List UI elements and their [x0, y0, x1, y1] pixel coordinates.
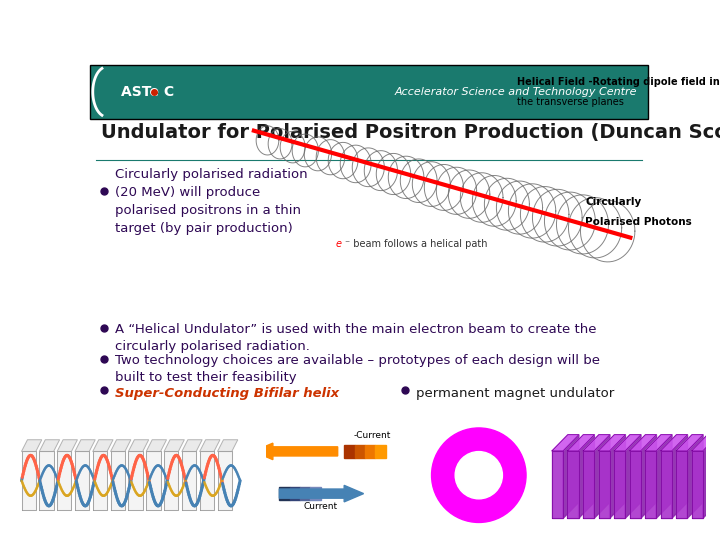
Polygon shape	[217, 451, 232, 510]
Polygon shape	[75, 440, 95, 451]
Polygon shape	[128, 440, 148, 451]
Text: ⁻ beam follows a helical path: ⁻ beam follows a helical path	[345, 239, 487, 249]
Text: Two technology choices are available – prototypes of each design will be
built t: Two technology choices are available – p…	[115, 354, 600, 384]
Text: the transverse planes: the transverse planes	[517, 97, 624, 107]
Polygon shape	[22, 440, 42, 451]
Polygon shape	[645, 435, 672, 451]
Bar	[279, 487, 289, 500]
Text: Polarised Photons: Polarised Photons	[585, 217, 692, 227]
Polygon shape	[552, 451, 563, 518]
Bar	[375, 445, 386, 458]
Polygon shape	[672, 435, 688, 518]
Polygon shape	[57, 440, 77, 451]
Text: A “Helical Undulator” is used with the main electron beam to create the
circular: A “Helical Undulator” is used with the m…	[115, 322, 597, 353]
Bar	[289, 487, 300, 500]
Polygon shape	[579, 435, 595, 518]
Polygon shape	[93, 451, 107, 510]
Bar	[344, 445, 354, 458]
Text: Circularly polarised radiation
(20 MeV) will produce
polarised positrons in a th: Circularly polarised radiation (20 MeV) …	[115, 168, 307, 235]
Bar	[310, 487, 321, 500]
Polygon shape	[128, 451, 143, 510]
Text: -Current: -Current	[354, 430, 392, 440]
Polygon shape	[40, 440, 60, 451]
Circle shape	[455, 451, 503, 499]
FancyBboxPatch shape	[90, 65, 648, 119]
FancyArrow shape	[279, 485, 364, 502]
Text: ASTe C: ASTe C	[121, 85, 174, 99]
Polygon shape	[567, 435, 595, 451]
Polygon shape	[598, 451, 610, 518]
Text: Undulator for Polarised Positron Production (Duncan Scott): Undulator for Polarised Positron Product…	[101, 123, 720, 142]
Bar	[365, 445, 375, 458]
Polygon shape	[641, 435, 657, 518]
Polygon shape	[146, 451, 161, 510]
Text: Current: Current	[304, 502, 338, 511]
Polygon shape	[40, 451, 53, 510]
Polygon shape	[146, 440, 166, 451]
Polygon shape	[594, 435, 610, 518]
Polygon shape	[583, 435, 610, 451]
Polygon shape	[93, 440, 113, 451]
Polygon shape	[676, 451, 687, 518]
Polygon shape	[703, 435, 719, 518]
Polygon shape	[111, 440, 131, 451]
Text: Super-Conducting Bifilar helix: Super-Conducting Bifilar helix	[115, 387, 339, 400]
Polygon shape	[645, 451, 656, 518]
Text: Accelerator Science and Technology Centre: Accelerator Science and Technology Centr…	[395, 87, 637, 97]
Polygon shape	[217, 440, 238, 451]
Polygon shape	[111, 451, 125, 510]
Polygon shape	[75, 451, 89, 510]
Polygon shape	[692, 435, 719, 451]
Polygon shape	[57, 451, 71, 510]
Text: permanent magnet undulator: permanent magnet undulator	[416, 387, 615, 400]
Polygon shape	[656, 435, 672, 518]
Bar	[300, 487, 310, 500]
Bar	[354, 445, 365, 458]
Polygon shape	[692, 451, 703, 518]
Polygon shape	[22, 451, 36, 510]
Circle shape	[431, 428, 526, 523]
FancyArrow shape	[253, 443, 338, 460]
Polygon shape	[199, 451, 214, 510]
Polygon shape	[583, 451, 594, 518]
Polygon shape	[625, 435, 641, 518]
Text: Circularly: Circularly	[585, 197, 642, 207]
Polygon shape	[614, 451, 625, 518]
Polygon shape	[687, 435, 703, 518]
Polygon shape	[610, 435, 626, 518]
Polygon shape	[661, 435, 688, 451]
Polygon shape	[182, 440, 202, 451]
Polygon shape	[676, 435, 703, 451]
Polygon shape	[164, 440, 184, 451]
Polygon shape	[567, 451, 579, 518]
Polygon shape	[598, 435, 626, 451]
Polygon shape	[629, 435, 657, 451]
Text: Helical Field -Rotating dipole field in: Helical Field -Rotating dipole field in	[517, 77, 720, 87]
Polygon shape	[563, 435, 579, 518]
Polygon shape	[199, 440, 220, 451]
Polygon shape	[182, 451, 196, 510]
Polygon shape	[661, 451, 672, 518]
Polygon shape	[629, 451, 641, 518]
Polygon shape	[552, 435, 579, 451]
Polygon shape	[164, 451, 179, 510]
Polygon shape	[614, 435, 641, 451]
Text: e: e	[336, 239, 341, 249]
